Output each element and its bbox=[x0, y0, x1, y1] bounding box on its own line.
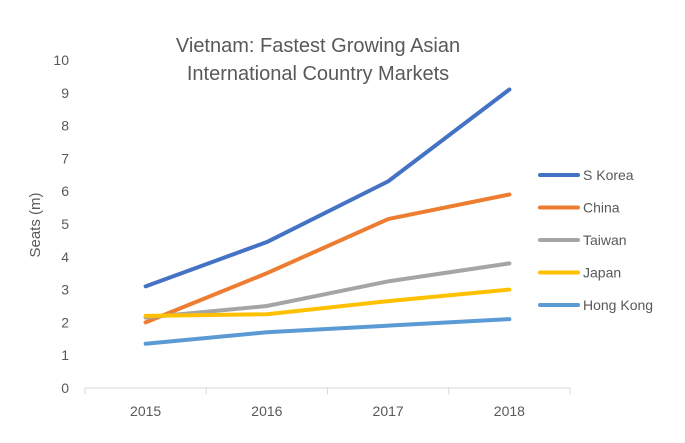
y-tick-label: 5 bbox=[61, 216, 69, 232]
chart-title: Vietnam: Fastest Growing Asian Internati… bbox=[176, 35, 460, 85]
y-tick-label: 8 bbox=[61, 118, 69, 134]
y-tick-label: 9 bbox=[61, 85, 69, 101]
legend-label: Taiwan bbox=[583, 232, 627, 248]
chart-title-line-1: Vietnam: Fastest Growing Asian bbox=[176, 35, 460, 57]
series-line-japan bbox=[143, 287, 512, 318]
x-tick-label: 2016 bbox=[251, 403, 282, 419]
series-line-taiwan bbox=[143, 261, 512, 320]
legend-label: China bbox=[583, 200, 620, 216]
y-tick-label: 10 bbox=[53, 52, 69, 68]
legend: S Korea China Taiwan Japan Hong Kong bbox=[538, 167, 653, 313]
x-tick-label: 2017 bbox=[373, 403, 404, 419]
y-tick-label: 1 bbox=[61, 347, 69, 363]
x-tick-label: 2015 bbox=[130, 403, 161, 419]
y-axis-title: Seats (m) bbox=[27, 192, 44, 257]
y-tick-label: 0 bbox=[61, 380, 69, 396]
x-tick-label: 2018 bbox=[494, 403, 525, 419]
y-tick-label: 4 bbox=[61, 249, 69, 265]
y-tick-label: 3 bbox=[61, 282, 69, 298]
y-tick-label: 7 bbox=[61, 150, 69, 166]
legend-label: S Korea bbox=[583, 167, 634, 183]
series-line-china bbox=[143, 192, 512, 325]
y-axis-ticks: 0 1 2 3 4 5 6 7 8 9 10 bbox=[53, 52, 69, 396]
legend-label: Hong Kong bbox=[583, 297, 653, 313]
x-axis: 2015 2016 2017 2018 bbox=[84, 387, 571, 419]
series-line-hong-kong bbox=[143, 317, 512, 346]
series-lines bbox=[143, 87, 512, 346]
legend-label: Japan bbox=[583, 265, 621, 281]
series-line-s-korea bbox=[143, 87, 512, 289]
y-tick-label: 2 bbox=[61, 314, 69, 330]
y-tick-label: 6 bbox=[61, 183, 69, 199]
chart-title-line-2: International Country Markets bbox=[187, 63, 449, 85]
